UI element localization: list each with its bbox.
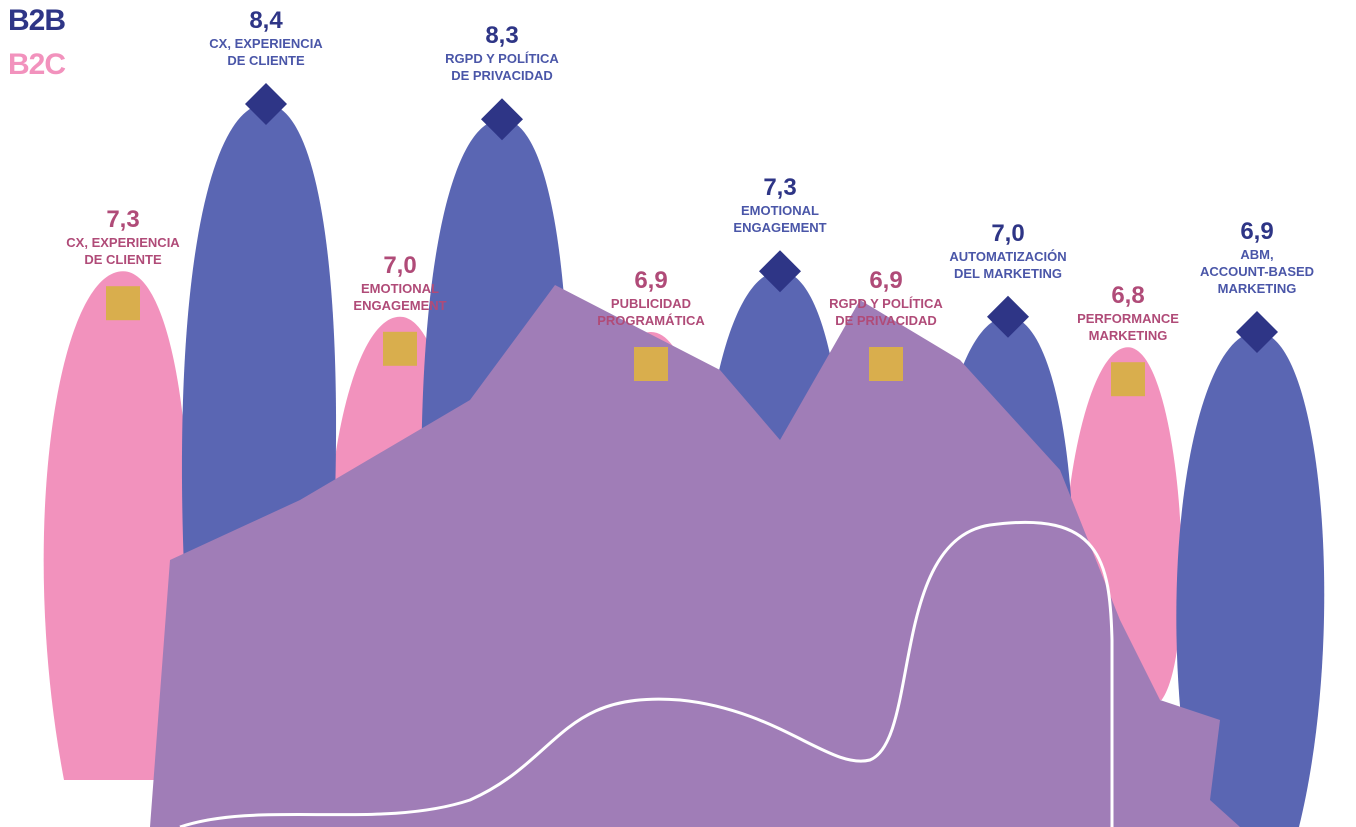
b2c-value-label-3: 6,9 (634, 267, 667, 294)
b2b-marker-2 (481, 98, 523, 141)
b2c-value-label-4: 6,9 (869, 267, 902, 294)
b2b-category-label-4: DEL MARKETING (954, 266, 1062, 281)
b2c-category-label-3: PROGRAMÁTICA (597, 313, 705, 328)
b2b-category-label-4: AUTOMATIZACIÓN (949, 249, 1066, 264)
b2c-marker-1 (106, 286, 140, 321)
b2c-category-label-5: MARKETING (1089, 328, 1168, 343)
legend-b2b: B2B (8, 4, 66, 37)
series-labels: 8,4 CX, EXPERIENCIA DE CLIENTE 8,3 RGPD Y PO… (66, 7, 1314, 343)
b2b-shape-5 (1176, 332, 1325, 827)
b2c-category-label-5: PERFORMANCE (1077, 311, 1179, 326)
b2c-marker-2 (383, 331, 417, 366)
b2b-category-label-5: MARKETING (1218, 281, 1297, 296)
b2c-value-label-1: 7,3 (106, 206, 139, 233)
b2b-category-label-2: DE PRIVACIDAD (451, 68, 553, 83)
series-marks (106, 83, 1278, 397)
b2c-value-label-2: 7,0 (383, 252, 416, 279)
b2b-category-label-2: RGPD Y POLÍTICA (445, 51, 559, 66)
b2b-category-label-3: ENGAGEMENT (733, 220, 826, 235)
b2c-marker-4 (869, 347, 903, 381)
b2c-value-label-5: 6,8 (1111, 282, 1144, 309)
b2b-category-label-1: CX, EXPERIENCIA (209, 36, 323, 51)
b2c-category-label-1: CX, EXPERIENCIA (66, 235, 180, 250)
b2b-value-label-3: 7,3 (763, 174, 796, 201)
b2b-value-label-5: 6,9 (1240, 218, 1273, 245)
b2c-category-label-2: EMOTIONAL (361, 281, 439, 296)
b2b-category-label-5: ABM, (1240, 247, 1273, 262)
b2b-marker-3 (759, 250, 801, 293)
b2c-shape-1 (43, 271, 190, 780)
overlap-area (150, 285, 1240, 827)
trajectory-line (179, 520, 1114, 827)
b2c-category-label-1: DE CLIENTE (84, 252, 162, 267)
b2c-marker-3 (634, 347, 668, 381)
b2b-value-label-2: 8,3 (485, 22, 518, 49)
b2b-marker-4 (987, 295, 1029, 338)
b2b-marker-5 (1236, 311, 1278, 353)
b2c-marker-5 (1111, 362, 1145, 397)
b2b-category-label-5: ACCOUNT-BASED (1200, 264, 1314, 279)
b2b-marker-1 (245, 83, 287, 125)
b2c-category-label-4: RGPD Y POLÍTICA (829, 296, 943, 311)
b2b-category-label-3: EMOTIONAL (741, 203, 819, 218)
b2c-category-label-3: PUBLICIDAD (611, 296, 691, 311)
b2b-value-label-1: 8,4 (249, 7, 283, 34)
b2c-category-label-4: DE PRIVACIDAD (835, 313, 937, 328)
b2c-category-label-2: ENGAGEMENT (353, 298, 446, 313)
b2b-value-label-4: 7,0 (991, 220, 1024, 247)
b2b-category-label-1: DE CLIENTE (227, 53, 305, 68)
legend-b2c: B2C (8, 48, 66, 81)
